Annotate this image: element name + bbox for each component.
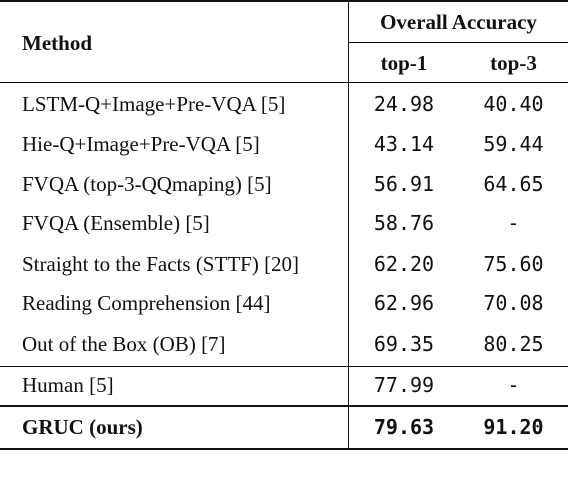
row-top-3: 40.40: [483, 92, 544, 116]
row-method: LSTM-Q+Image+Pre-VQA [5]: [22, 92, 286, 116]
group-header-rule: [349, 42, 568, 43]
row-top-1: 62.20: [373, 252, 435, 276]
row-top-1: 62.96: [373, 291, 435, 315]
row-method: Out of the Box (OB) [7]: [22, 332, 226, 356]
row-top-3: -: [507, 211, 520, 235]
header-bottom-rule: [0, 82, 568, 83]
row-method: Straight to the Facts (STTF) [20]: [22, 252, 300, 276]
row-method: GRUC (ours): [22, 415, 143, 439]
header-top-1: top-1: [380, 51, 428, 75]
row-method: Hie-Q+Image+Pre-VQA [5]: [22, 132, 260, 156]
top-rule: [0, 0, 568, 2]
header-top-3: top-3: [490, 51, 537, 75]
row-top-1: 43.14: [373, 132, 435, 156]
row-top-1: 56.91: [373, 172, 435, 196]
row-method: Human [5]: [22, 373, 114, 397]
bottom-rule: [0, 448, 568, 450]
row-top-1: 58.76: [373, 211, 435, 235]
row-top-3: 91.20: [483, 415, 544, 439]
header-overall-accuracy: Overall Accuracy: [380, 10, 537, 34]
human-bottom-rule: [0, 405, 568, 407]
row-top-3: 80.25: [483, 332, 544, 356]
row-top-1: 69.35: [373, 332, 435, 356]
row-method: Reading Comprehension [44]: [22, 291, 271, 315]
header-method: Method: [22, 31, 92, 55]
row-top-3: 70.08: [483, 291, 544, 315]
row-top-3: 75.60: [483, 252, 544, 276]
row-method: FVQA (Ensemble) [5]: [22, 211, 210, 235]
row-top-1: 77.99: [373, 373, 435, 397]
row-top-3: 59.44: [483, 132, 544, 156]
row-top-3: 64.65: [483, 172, 544, 196]
baselines-bottom-rule: [0, 366, 568, 367]
row-top-1: 24.98: [373, 92, 435, 116]
row-method: FVQA (top-3-QQmaping) [5]: [22, 172, 272, 196]
row-top-1: 79.63: [373, 415, 435, 439]
column-divider: [348, 0, 349, 450]
row-top-3: -: [507, 373, 520, 397]
